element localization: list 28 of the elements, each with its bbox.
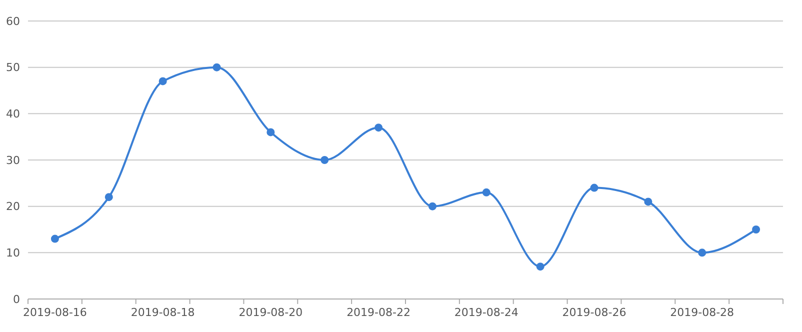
point xyxy=(320,156,329,164)
point xyxy=(374,124,383,132)
point xyxy=(50,234,59,243)
x-tick-label: 2019-08-22 xyxy=(346,306,411,319)
point xyxy=(266,128,275,136)
point xyxy=(698,248,706,257)
point xyxy=(590,184,598,192)
point xyxy=(644,198,652,206)
point xyxy=(212,63,221,72)
y-tick-label: 30 xyxy=(6,154,20,167)
x-tick-label: 2019-08-24 xyxy=(454,306,518,319)
point xyxy=(104,193,113,202)
y-tick-label: 50 xyxy=(6,61,20,74)
x-tick-label: 2019-08-18 xyxy=(130,306,195,319)
y-tick-label: 0 xyxy=(13,292,20,306)
point xyxy=(428,202,436,210)
point xyxy=(482,188,490,196)
y-tick-label: 20 xyxy=(6,200,20,214)
x-tick-label: 2019-08-20 xyxy=(238,306,303,319)
x-tick-label: 2019-08-16 xyxy=(22,306,87,319)
y-tick-label: 40 xyxy=(6,108,20,121)
x-tick-label: 2019-08-28 xyxy=(670,306,734,319)
y-tick-label: 60 xyxy=(6,14,20,28)
y-tick-label: 10 xyxy=(6,246,20,260)
point xyxy=(536,262,544,271)
x-tick-label: 2019-08-26 xyxy=(562,306,626,319)
point xyxy=(158,77,167,86)
point xyxy=(752,226,760,234)
